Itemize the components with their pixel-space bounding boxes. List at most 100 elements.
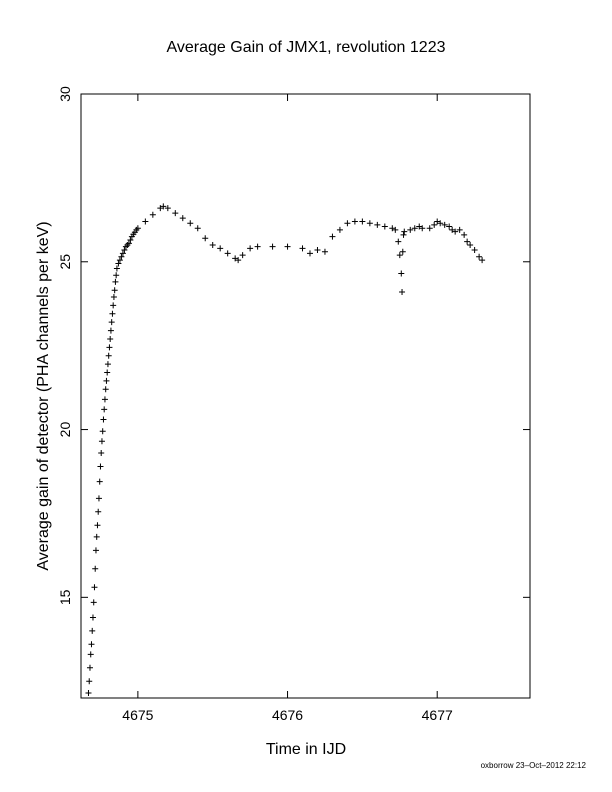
data-point: [411, 225, 418, 232]
data-point: [97, 463, 104, 470]
data-point: [254, 243, 261, 250]
data-point: [116, 257, 123, 264]
data-point: [407, 226, 414, 233]
data-point: [187, 220, 194, 227]
data-point: [86, 664, 93, 671]
data-point: [113, 265, 120, 272]
data-point: [431, 221, 438, 228]
data-point: [401, 228, 408, 235]
y-tick-label: 25: [57, 254, 73, 270]
data-point: [112, 278, 119, 285]
data-point: [88, 641, 95, 648]
data-point: [99, 428, 106, 435]
y-tick-label: 30: [57, 86, 73, 102]
data-point: [399, 288, 406, 295]
data-point: [366, 220, 373, 227]
data-point: [164, 205, 171, 212]
data-point: [179, 215, 186, 222]
y-axis: 15 20 25 30: [57, 86, 530, 605]
data-point: [160, 203, 167, 210]
data-point: [202, 235, 209, 242]
data-point: [329, 233, 336, 240]
data-point: [452, 228, 459, 235]
data-points: [85, 203, 486, 696]
x-tick-label: 4676: [272, 707, 303, 723]
x-tick-label: 4677: [422, 707, 453, 723]
data-point: [456, 226, 463, 233]
data-point: [284, 243, 291, 250]
data-point: [437, 220, 444, 227]
data-point: [91, 584, 98, 591]
data-point: [92, 565, 99, 572]
data-point: [359, 218, 366, 225]
data-point: [103, 377, 110, 384]
data-point: [392, 226, 399, 233]
data-point: [93, 533, 100, 540]
data-point: [113, 272, 120, 279]
data-point: [224, 250, 231, 257]
data-point: [92, 547, 99, 554]
data-point: [96, 478, 103, 485]
data-point: [446, 223, 453, 230]
data-point: [104, 361, 111, 368]
data-point: [479, 257, 486, 264]
y-axis-label: Average gain of detector (PHA channels p…: [35, 221, 52, 570]
data-point: [94, 522, 101, 529]
data-point: [107, 327, 114, 334]
data-point: [142, 218, 149, 225]
data-point: [398, 270, 405, 277]
data-point: [426, 225, 433, 232]
data-point: [419, 225, 426, 232]
data-point: [98, 450, 105, 457]
data-point: [106, 344, 113, 351]
data-point: [102, 386, 109, 393]
data-point: [105, 352, 112, 359]
data-point: [235, 257, 242, 264]
data-point: [125, 240, 132, 247]
data-point: [172, 210, 179, 217]
data-point: [239, 252, 246, 259]
data-point: [110, 302, 117, 309]
data-point: [134, 225, 141, 232]
data-point: [395, 238, 402, 245]
data-point: [89, 614, 96, 621]
data-point: [95, 508, 102, 515]
data-point: [95, 495, 102, 502]
data-point: [441, 221, 448, 228]
data-point: [314, 247, 321, 254]
data-point: [374, 221, 381, 228]
data-point: [108, 319, 115, 326]
data-point: [336, 226, 343, 233]
data-point: [400, 231, 407, 238]
data-point: [104, 369, 111, 376]
x-axis-label: Time in IJD: [266, 741, 346, 758]
data-point: [247, 245, 254, 252]
data-point: [118, 253, 125, 260]
plot-area: [80, 93, 531, 699]
data-point: [85, 689, 92, 696]
data-point: [209, 242, 216, 248]
data-point: [344, 220, 351, 227]
data-point: [351, 218, 358, 225]
data-point: [306, 250, 313, 257]
data-point: [86, 678, 93, 685]
data-point: [299, 245, 306, 252]
data-point: [115, 260, 122, 267]
data-point: [476, 253, 483, 260]
y-tick-label: 15: [57, 589, 73, 605]
data-point: [217, 245, 224, 252]
chart-title: Average Gain of JMX1, revolution 1223: [167, 39, 446, 56]
y-tick-label: 20: [57, 422, 73, 438]
data-point: [269, 243, 276, 250]
data-point: [149, 211, 156, 218]
data-point: [194, 225, 201, 232]
data-point: [396, 252, 403, 259]
data-point: [101, 406, 108, 413]
data-point: [471, 247, 478, 254]
data-point: [464, 238, 471, 245]
data-point: [89, 627, 96, 634]
data-point: [101, 396, 108, 403]
data-point: [87, 651, 94, 658]
data-point: [98, 438, 105, 445]
